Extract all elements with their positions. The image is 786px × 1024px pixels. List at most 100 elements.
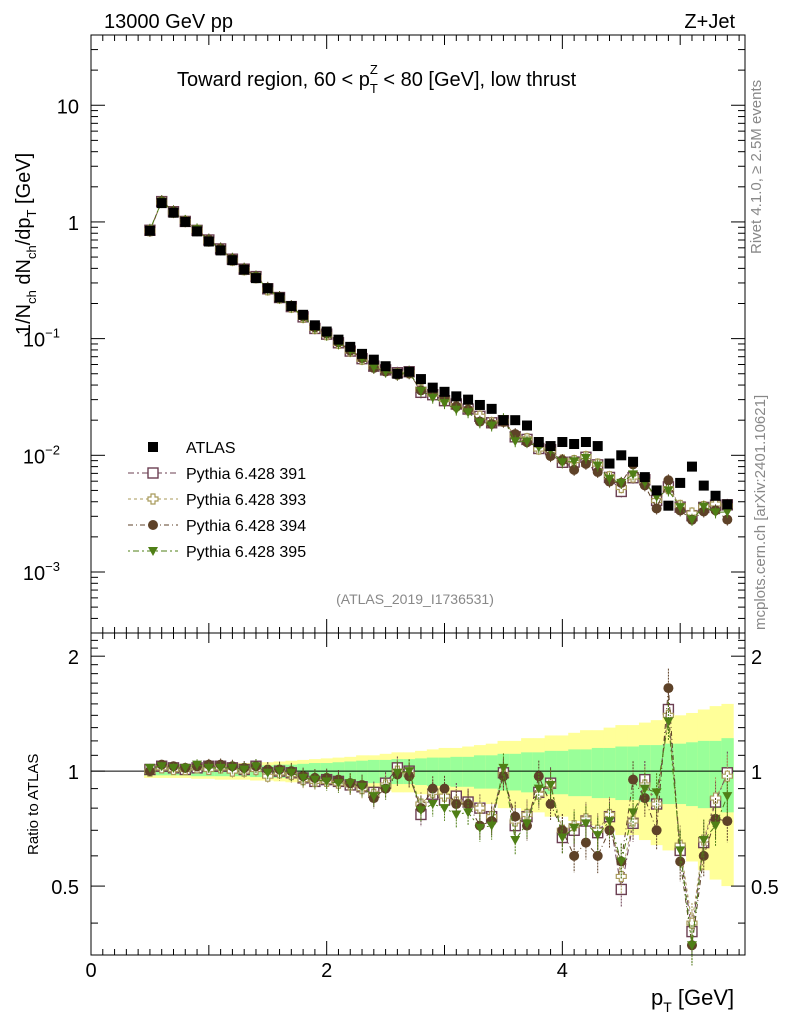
main-point-atlas <box>698 480 709 491</box>
ratio-point-s395 <box>639 784 650 794</box>
ratio-point-s395 <box>227 763 238 773</box>
band-inner-bin <box>568 749 581 797</box>
ratio-line-s395 <box>149 721 728 946</box>
ratio-point-s395 <box>286 768 297 778</box>
main-point-s395 <box>592 461 603 471</box>
xlabel-unit: [GeV] <box>672 985 734 1010</box>
ratio-point-s394 <box>510 811 521 822</box>
x-tick-label: 0 <box>85 960 96 982</box>
x-tick-label: 2 <box>321 960 332 982</box>
main-y-tick-exponent: −2 <box>45 442 60 457</box>
main-ylabel-p6: [GeV] <box>13 153 35 210</box>
ratio-point-s395 <box>250 762 261 772</box>
ratio-point-s395 <box>357 782 368 792</box>
band-inner-bin <box>603 747 616 799</box>
main-point-atlas <box>486 403 497 414</box>
ratio-point-s395 <box>486 821 497 831</box>
band-inner-bin <box>415 758 428 785</box>
band-inner-bin <box>674 743 687 805</box>
ratio-point-s395 <box>333 779 344 789</box>
ratio-point-s394 <box>427 783 438 794</box>
main-point-s395 <box>474 418 485 428</box>
plot-title-sub: T <box>370 81 378 96</box>
main-point-atlas <box>144 225 155 236</box>
main-point-s395 <box>463 408 474 418</box>
main-point-atlas <box>675 477 686 488</box>
main-point-s395 <box>663 486 674 496</box>
ratio-y-tick-label-right: 2 <box>751 647 762 669</box>
ratio-point-s395 <box>404 767 415 777</box>
main-point-atlas <box>498 415 509 426</box>
main-point-s395 <box>368 363 379 373</box>
main-point-s395 <box>510 437 521 447</box>
main-point-atlas <box>533 437 544 448</box>
legend-label-s395: Pythia 6.428 395 <box>186 544 306 561</box>
main-point-atlas <box>710 490 721 501</box>
main-point-s395 <box>439 399 450 409</box>
main-point-atlas <box>569 438 580 449</box>
band-inner-bin <box>580 749 593 797</box>
ratio-point-s395 <box>309 775 320 785</box>
main-point-atlas <box>392 368 403 379</box>
ratio-point-s395 <box>239 765 250 775</box>
ratio-point-s395 <box>545 780 556 790</box>
band-inner-bin <box>509 753 522 791</box>
main-y-tick-exponent: −1 <box>45 326 60 341</box>
analysis-id: (ATLAS_2019_I1736531) <box>336 591 494 607</box>
ratio-point-s395 <box>451 810 462 820</box>
main-point-atlas <box>522 420 532 431</box>
main-y-tick-label: 1 <box>68 213 79 235</box>
ratio-point-s395 <box>392 768 403 778</box>
main-panel-series <box>144 195 734 526</box>
ratio-point-s395 <box>168 763 179 773</box>
band-inner-bin <box>426 757 440 786</box>
ratio-y-tick-label: 0.5 <box>51 877 79 899</box>
ratio-point-s395 <box>180 763 191 773</box>
main-point-s395 <box>722 507 733 517</box>
main-point-s395 <box>415 387 426 397</box>
ratio-point-s395 <box>722 792 733 802</box>
main-point-s395 <box>580 453 591 463</box>
main-point-atlas <box>309 320 320 331</box>
main-point-atlas <box>239 264 250 275</box>
ratio-point-s395 <box>474 823 485 833</box>
ratio-point-s395 <box>710 821 721 831</box>
ratio-point-s395 <box>144 763 155 773</box>
axes-frames <box>90 34 746 956</box>
mcplots-label: mcplots.cern.ch [arXiv:2401.10621] <box>752 395 769 630</box>
main-point-atlas <box>274 292 285 303</box>
main-point-atlas <box>415 374 426 385</box>
legend-label-s393: Pythia 6.428 393 <box>186 492 306 509</box>
band-inner-bin <box>686 742 699 807</box>
ratio-point-s393 <box>615 870 627 883</box>
main-line-s391 <box>149 200 728 517</box>
ratio-point-s394 <box>651 825 662 836</box>
main-ylabel-p2: dN <box>13 259 35 290</box>
ratio-panel-frame <box>90 632 746 956</box>
main-point-s395 <box>710 508 721 518</box>
main-ylabel-p0: 1/N <box>13 304 35 335</box>
ratio-point-s395 <box>439 804 450 814</box>
band-inner-bin <box>485 755 499 789</box>
main-point-atlas <box>604 458 615 469</box>
ratio-point-s395 <box>345 779 356 789</box>
main-point-atlas <box>427 382 438 393</box>
ratio-point-s394 <box>722 816 733 827</box>
main-point-atlas <box>439 386 450 397</box>
main-point-atlas <box>404 366 415 377</box>
ratio-y-tick-label: 1 <box>68 762 79 784</box>
ratio-point-s395 <box>274 767 285 777</box>
main-y-tick-label: 10 <box>57 96 79 118</box>
legend-marker-atlas <box>148 442 158 452</box>
ratio-point-s395 <box>686 941 697 951</box>
plot-title: Toward region, 60 < pZ T < 80 [GeV], low … <box>177 62 577 96</box>
ratio-point-s394 <box>451 799 462 810</box>
main-point-atlas <box>298 309 309 320</box>
ratio-point-s395 <box>569 823 580 833</box>
ratio-point-s394 <box>545 799 556 810</box>
ratio-point-s395 <box>156 762 167 772</box>
ratio-point-s395 <box>498 763 509 773</box>
ratio-point-s395 <box>592 831 603 841</box>
legend-marker-s395 <box>148 547 158 556</box>
